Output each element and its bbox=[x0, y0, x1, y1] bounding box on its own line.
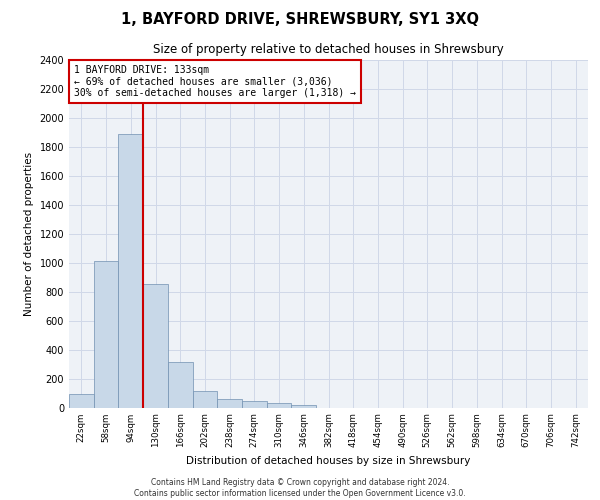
Text: Contains HM Land Registry data © Crown copyright and database right 2024.
Contai: Contains HM Land Registry data © Crown c… bbox=[134, 478, 466, 498]
Bar bbox=[193, 391, 217, 407]
Bar bbox=[217, 399, 242, 407]
Bar bbox=[143, 284, 168, 408]
X-axis label: Distribution of detached houses by size in Shrewsbury: Distribution of detached houses by size … bbox=[187, 456, 470, 466]
Text: 1 BAYFORD DRIVE: 133sqm
← 69% of detached houses are smaller (3,036)
30% of semi: 1 BAYFORD DRIVE: 133sqm ← 69% of detache… bbox=[74, 65, 356, 98]
Title: Size of property relative to detached houses in Shrewsbury: Size of property relative to detached ho… bbox=[153, 43, 504, 56]
Text: 1, BAYFORD DRIVE, SHREWSBURY, SY1 3XQ: 1, BAYFORD DRIVE, SHREWSBURY, SY1 3XQ bbox=[121, 12, 479, 28]
Bar bbox=[267, 404, 292, 407]
Bar bbox=[242, 400, 267, 407]
Bar bbox=[69, 394, 94, 407]
Bar bbox=[94, 262, 118, 408]
Bar bbox=[118, 134, 143, 407]
Bar bbox=[168, 362, 193, 408]
Y-axis label: Number of detached properties: Number of detached properties bbox=[24, 152, 34, 316]
Bar bbox=[292, 406, 316, 407]
